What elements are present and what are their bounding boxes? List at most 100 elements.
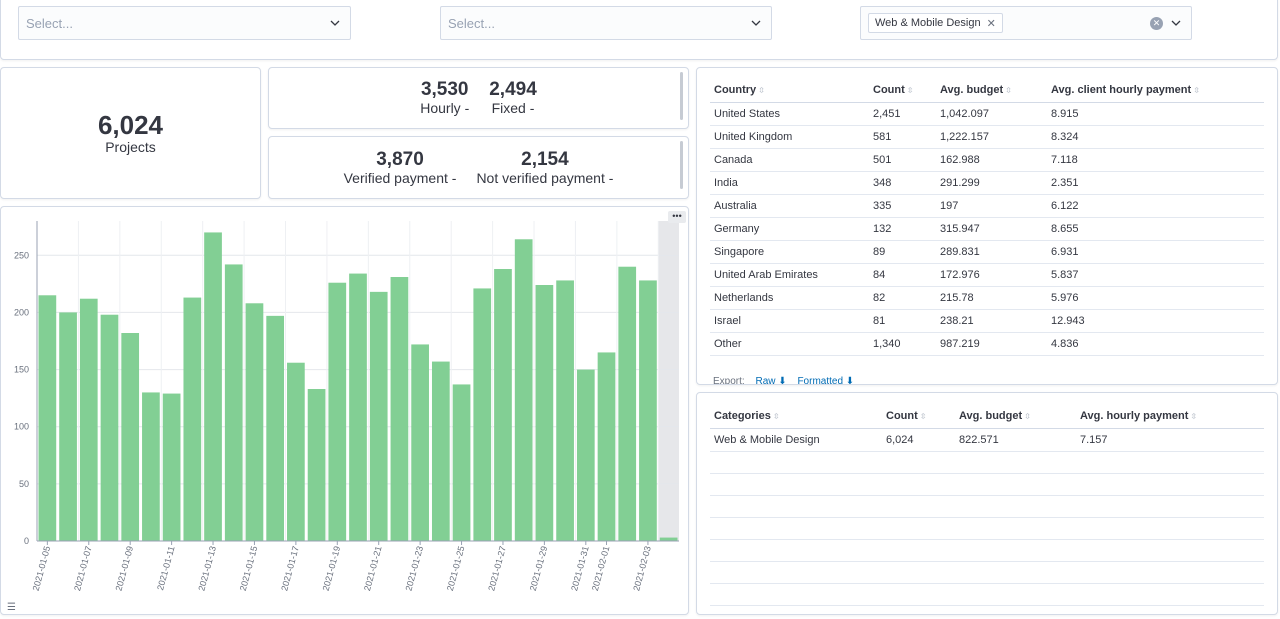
table-row: Australia 335 197 6.122 [710, 194, 1264, 218]
chip-remove-icon[interactable]: ✕ [986, 17, 996, 30]
table-cell: 238.21 [936, 309, 1047, 333]
table-cell: United Kingdom [710, 125, 869, 149]
clear-icon[interactable]: ✕ [1150, 17, 1163, 30]
table-header-row: Categories ⇳ Count ⇳ Avg. budget ⇳ Avg. hou… [710, 404, 1264, 429]
job-type-metric: 3,530 Hourly - 2,494 Fixed - [268, 67, 689, 129]
table-cell: Canada [710, 148, 869, 172]
bar[interactable] [245, 303, 264, 541]
bar[interactable] [224, 264, 243, 541]
bar-chart-svg: 0 50 100 150 200 250 2021-01-05 2021-01-07 2021-… [14, 221, 679, 592]
hourly-metric: 3,530 Hourly - [410, 80, 479, 117]
x-tick-label: 2021-01-25 [445, 545, 467, 592]
options-menu-icon[interactable]: ••• [668, 211, 686, 223]
bar[interactable] [597, 352, 616, 541]
table-cell: 162.988 [936, 148, 1047, 172]
table-cell: 1,340 [869, 332, 936, 356]
bar[interactable] [494, 269, 512, 541]
bar[interactable] [473, 288, 492, 541]
legend-toggle-icon[interactable]: ☰ [7, 602, 16, 613]
table-cell: 289.831 [936, 240, 1047, 264]
bar[interactable] [79, 298, 98, 541]
table-cell: 581 [869, 125, 936, 149]
scrollbar[interactable] [680, 72, 683, 120]
column-header-country[interactable]: Country ⇳ [710, 78, 869, 103]
bar[interactable] [38, 295, 57, 541]
chevron-down-icon[interactable] [1171, 18, 1181, 28]
bar[interactable] [639, 280, 657, 541]
bar[interactable] [369, 291, 388, 541]
category-table-panel: Categories ⇳ Count ⇳ Avg. budget ⇳ Avg. hou… [696, 392, 1278, 615]
export-label: Export: [713, 376, 745, 385]
table-cell: Web & Mobile Design [710, 428, 882, 452]
category-chip: Web & Mobile Design ✕ [868, 13, 1003, 33]
table-cell: Australia [710, 194, 869, 218]
column-header-categories[interactable]: Categories ⇳ [710, 404, 882, 429]
fixed-metric: 2,494 Fixed - [479, 80, 547, 117]
bar[interactable] [349, 273, 367, 541]
table-cell: 822.571 [955, 428, 1076, 452]
export-raw-link[interactable]: Raw ⬇ [755, 376, 787, 385]
table-row: Netherlands 82 215.78 5.976 [710, 286, 1264, 310]
table-cell: Singapore [710, 240, 869, 264]
bar[interactable] [556, 280, 574, 541]
x-tick-label: 2021-01-29 [528, 545, 550, 592]
export-formatted-link[interactable]: Formatted ⬇ [797, 376, 855, 385]
bar[interactable] [659, 537, 678, 541]
y-tick-label: 250 [14, 250, 29, 260]
column-header-avg-client-hourly[interactable]: Avg. client hourly payment ⇳ [1047, 78, 1264, 103]
column-header-avg-budget[interactable]: Avg. budget ⇳ [936, 78, 1047, 103]
table-row: United Kingdom 581 1,222.157 8.324 [710, 125, 1264, 149]
y-tick-label: 200 [14, 307, 29, 317]
column-header-avg-budget[interactable]: Avg. budget ⇳ [955, 404, 1076, 429]
export-links: Export: Raw ⬇ Formatted ⬇ [713, 376, 855, 385]
bar[interactable] [204, 232, 222, 541]
bar[interactable] [514, 239, 533, 541]
bar[interactable] [576, 369, 595, 541]
column-header-avg-hourly[interactable]: Avg. hourly payment ⇳ [1076, 404, 1264, 429]
y-tick-label: 0 [24, 536, 29, 546]
bar[interactable] [431, 361, 450, 541]
bar[interactable] [266, 315, 285, 541]
bar[interactable] [328, 282, 347, 541]
table-cell: 501 [869, 148, 936, 172]
table-row: Other 1,340 987.219 4.836 [710, 332, 1264, 356]
not-verified-metric: 2,154 Not verified payment - [466, 149, 623, 186]
table-row: Singapore 89 289.831 6.931 [710, 240, 1264, 264]
bar[interactable] [162, 393, 181, 541]
table-cell: 348 [869, 171, 936, 195]
bar[interactable] [452, 384, 471, 541]
table-cell: 7.118 [1047, 148, 1264, 172]
x-tick-label: 2021-01-11 [155, 545, 176, 591]
filter-select-2[interactable]: Select... [440, 6, 772, 40]
bar[interactable] [307, 389, 326, 541]
table-cell: 215.78 [936, 286, 1047, 310]
x-tick-label: 2021-01-09 [114, 545, 136, 592]
table-cell: 987.219 [936, 332, 1047, 356]
bar[interactable] [100, 314, 119, 541]
bar[interactable] [183, 297, 202, 541]
bar[interactable] [618, 266, 637, 541]
bar[interactable] [142, 392, 160, 541]
bar[interactable] [390, 277, 409, 541]
table-cell: Other [710, 332, 869, 356]
table-cell: 82 [869, 286, 936, 310]
table-cell: 81 [869, 309, 936, 333]
column-header-count[interactable]: Count ⇳ [869, 78, 936, 103]
verified-value: 3,870 [376, 148, 424, 170]
bar[interactable] [287, 362, 305, 541]
column-header-count[interactable]: Count ⇳ [882, 404, 955, 429]
bar[interactable] [535, 285, 554, 541]
country-table-panel: Country ⇳ Count ⇳ Avg. budget ⇳ Avg. client… [696, 67, 1278, 385]
filter-select-1[interactable]: Select... [18, 6, 351, 40]
filter-select-2-placeholder: Select... [448, 15, 495, 31]
filter-select-category[interactable]: Web & Mobile Design ✕ ✕ [860, 6, 1192, 40]
bar[interactable] [411, 344, 429, 541]
bar[interactable] [59, 312, 77, 541]
table-cell: Israel [710, 309, 869, 333]
x-tick-label: 2021-01-17 [279, 545, 301, 592]
y-tick-label: 50 [19, 479, 29, 489]
bar[interactable] [121, 333, 140, 541]
download-icon: ⬇ [845, 376, 855, 385]
table-cell: 8.915 [1047, 102, 1264, 126]
scrollbar[interactable] [680, 141, 683, 189]
